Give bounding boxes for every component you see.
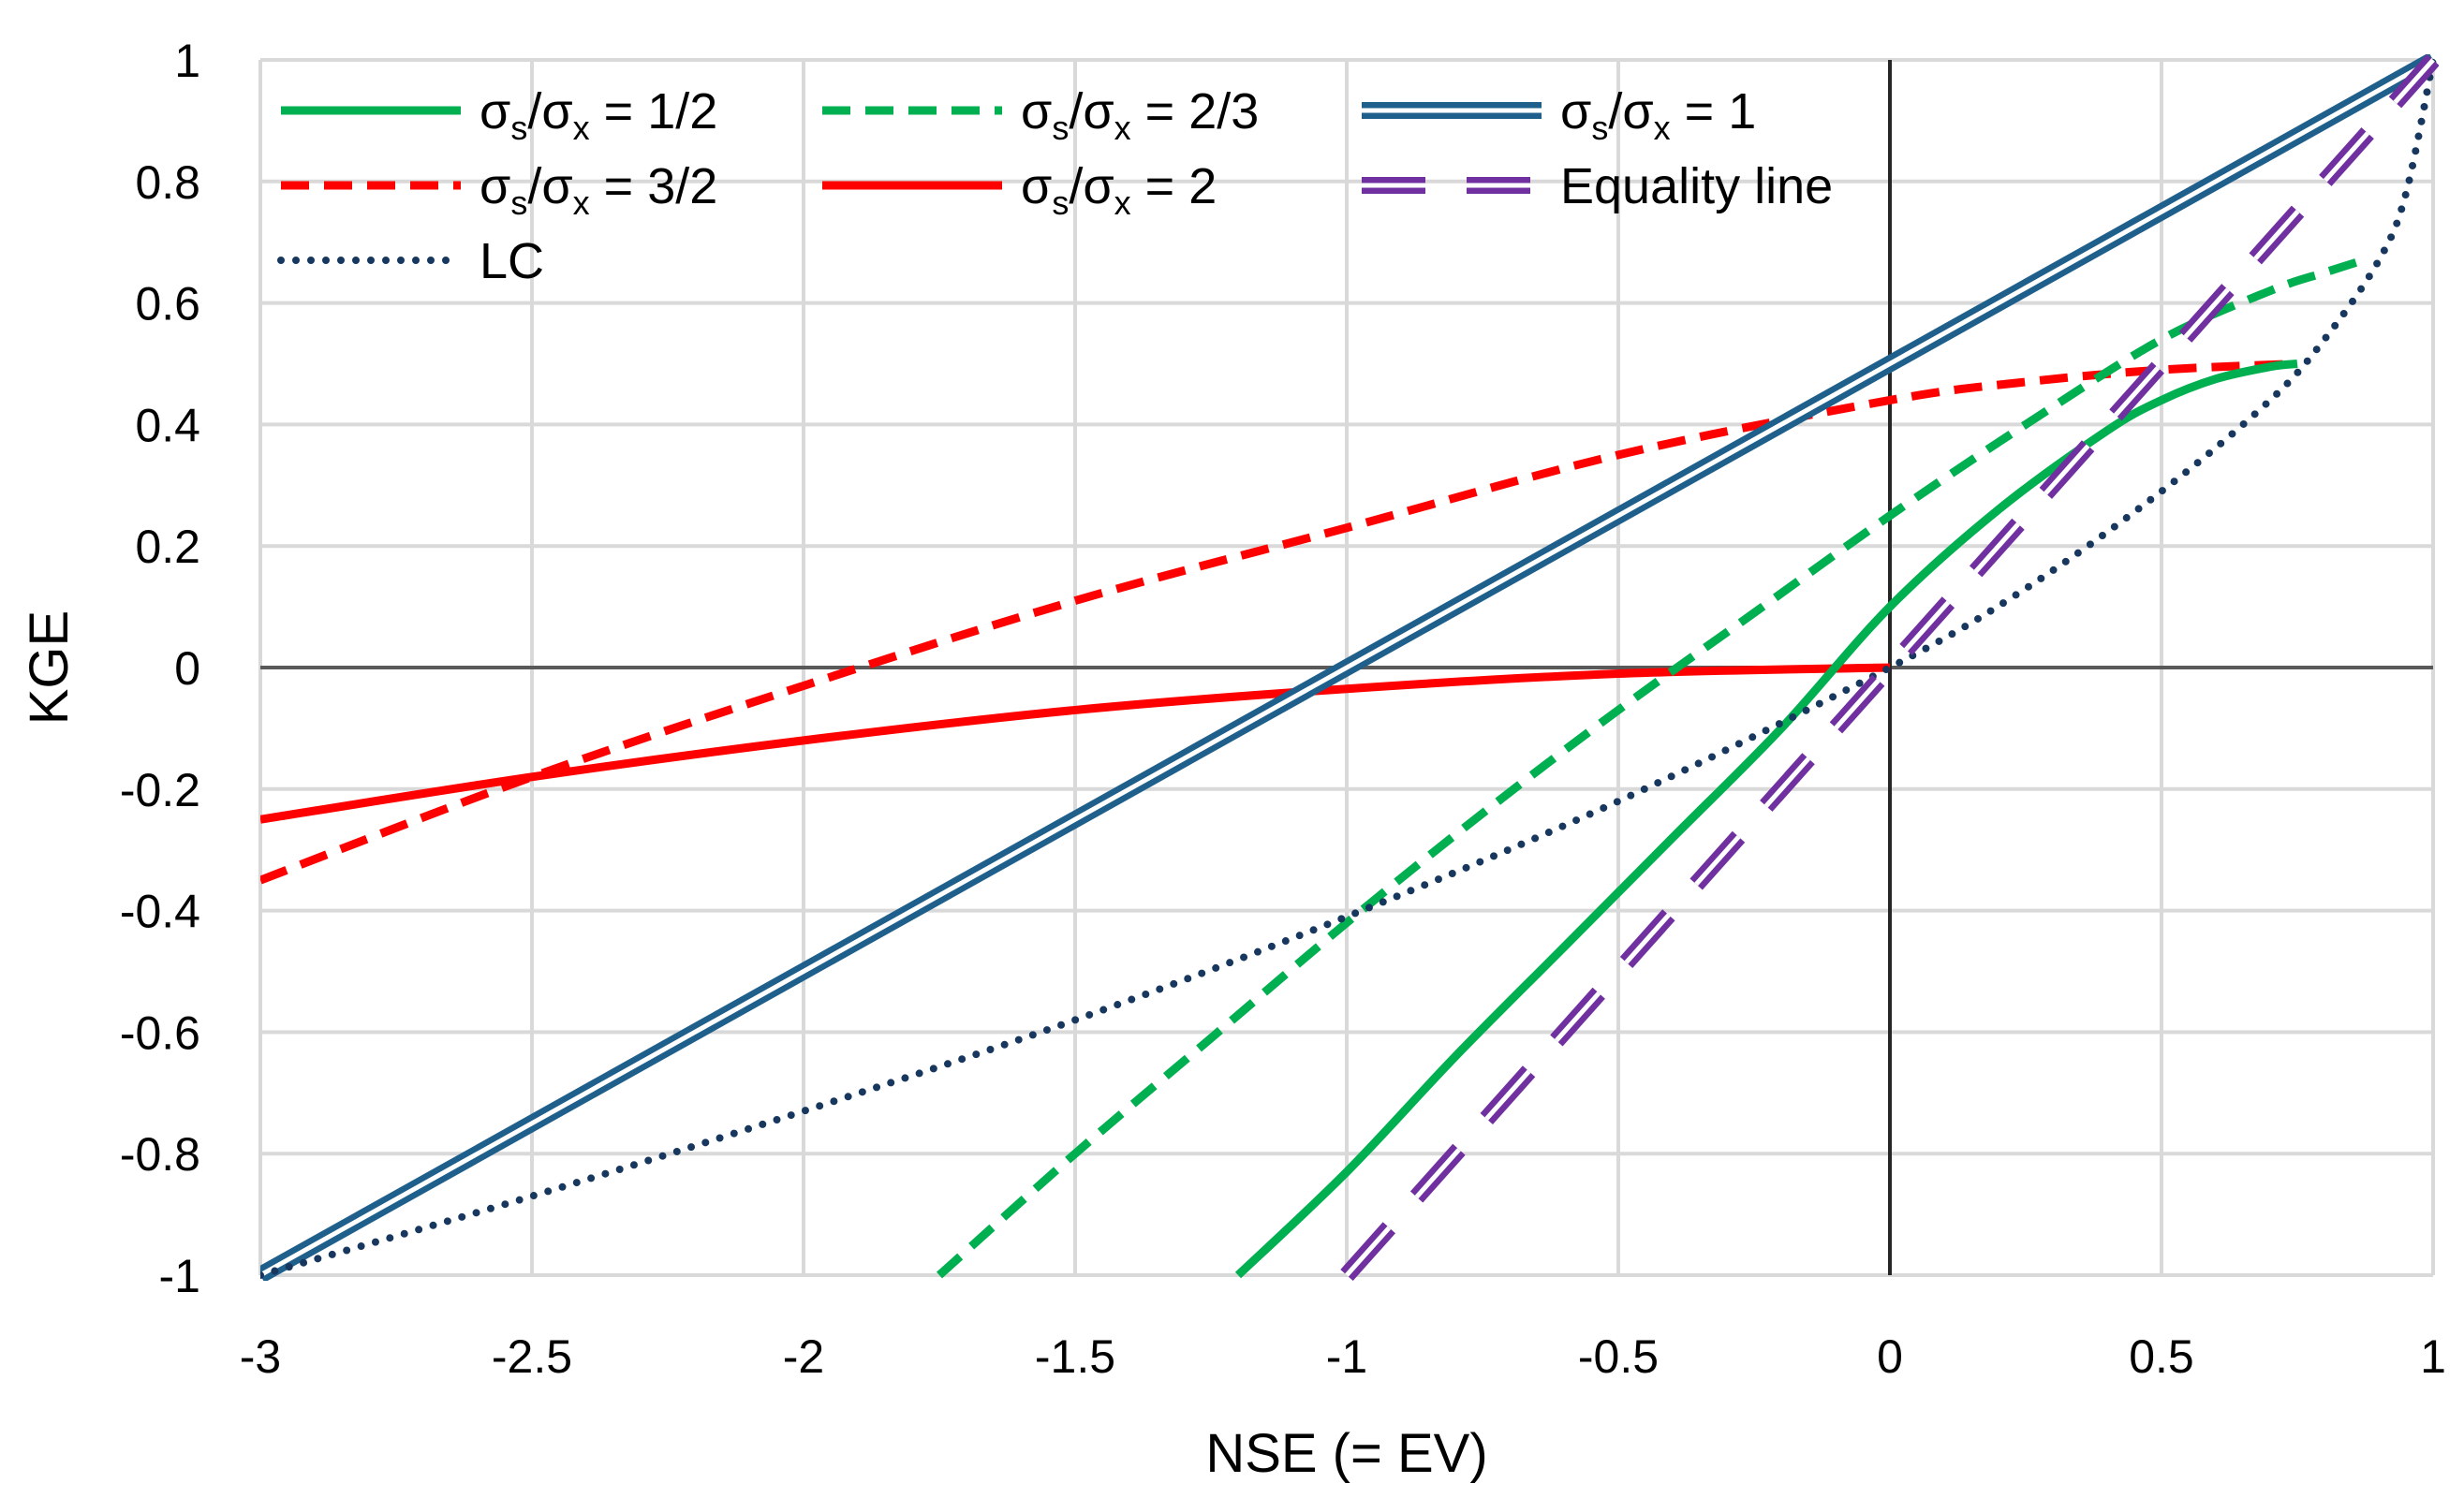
x-axis-title: NSE (= EV)	[1205, 1423, 1487, 1484]
y-tick-label: -0.2	[120, 764, 200, 816]
x-tick-label: -2	[783, 1330, 824, 1383]
x-tick-label: -1.5	[1035, 1330, 1115, 1383]
x-tick-label: 0.5	[2129, 1330, 2194, 1383]
legend-entry-ratio-2: σs/σx = 2	[822, 158, 1217, 222]
legend-label-ratio-1-2: σs/σx = 1/2	[480, 83, 717, 147]
legend-entry-lc: LC	[277, 233, 544, 289]
series-ratio-1-2	[1234, 360, 2298, 1279]
series-line-equality-gap	[1345, 58, 2435, 1277]
legend-label-equality: Equality line	[1560, 158, 1833, 214]
y-tick-label: -0.4	[120, 886, 200, 938]
series-lines	[260, 54, 2439, 1281]
legend-entry-equality: Equality line	[1362, 158, 1833, 214]
y-tick-label: 0.2	[135, 521, 200, 573]
series-line-lc	[260, 56, 2437, 1279]
series-line-ratio-3-2	[260, 360, 2298, 885]
legend-label-ratio-2: σs/σx = 2	[1021, 158, 1217, 222]
series-equality	[1340, 54, 2439, 1281]
y-tick-label: -0.8	[120, 1128, 200, 1181]
legend-label-ratio-1: σs/σx = 1	[1560, 83, 1756, 147]
legend-entry-ratio-3-2: σs/σx = 3/2	[281, 158, 717, 222]
series-lc	[260, 56, 2437, 1279]
x-tick-label: 1	[2420, 1330, 2446, 1383]
legend-label-ratio-2-3: σs/σx = 2/3	[1021, 83, 1259, 147]
y-tick-label: -0.6	[120, 1006, 200, 1059]
legend-entry-ratio-1: σs/σx = 1	[1362, 83, 1756, 147]
legend-entry-ratio-1-2: σs/σx = 1/2	[281, 83, 717, 147]
series-ratio-2	[260, 663, 1891, 824]
y-tick-label: -1	[159, 1250, 200, 1302]
series-line-ratio-1-2	[1234, 360, 2298, 1279]
y-tick-label: 0	[174, 642, 200, 695]
x-tick-label: -0.5	[1578, 1330, 1659, 1383]
legend-label-ratio-3-2: σs/σx = 3/2	[480, 158, 717, 222]
y-tick-label: 0.8	[135, 156, 200, 209]
legend-entry-ratio-2-3: σs/σx = 2/3	[822, 83, 1259, 147]
y-tick-label: 1	[174, 35, 200, 87]
series-ratio-1	[260, 54, 2438, 1281]
y-tick-labels: 1 0.8 0.6 0.4 0.2 0 -0.2 -0.4 -0.6 -0.8 -1	[120, 35, 200, 1302]
series-line-ratio-1-gap	[260, 57, 2435, 1278]
x-tick-label: -1	[1326, 1330, 1367, 1383]
legend-label-lc: LC	[480, 233, 544, 289]
y-tick-label: 0.4	[135, 399, 200, 451]
x-tick-labels: -3 -2.5 -2 -1.5 -1 -0.5 0 0.5 1	[240, 1330, 2446, 1383]
series-ratio-3-2	[260, 360, 2298, 885]
y-tick-label: 0.6	[135, 278, 200, 330]
legend: σs/σx = 1/2 σs/σx = 2/3 σs/σx = 1 σs/σx = 3…	[277, 83, 1833, 289]
x-tick-label: -3	[240, 1330, 281, 1383]
x-tick-label: -2.5	[492, 1330, 572, 1383]
x-tick-label: 0	[1877, 1330, 1903, 1383]
y-axis-title: KGE	[19, 610, 80, 726]
series-line-ratio-2	[260, 663, 1891, 824]
